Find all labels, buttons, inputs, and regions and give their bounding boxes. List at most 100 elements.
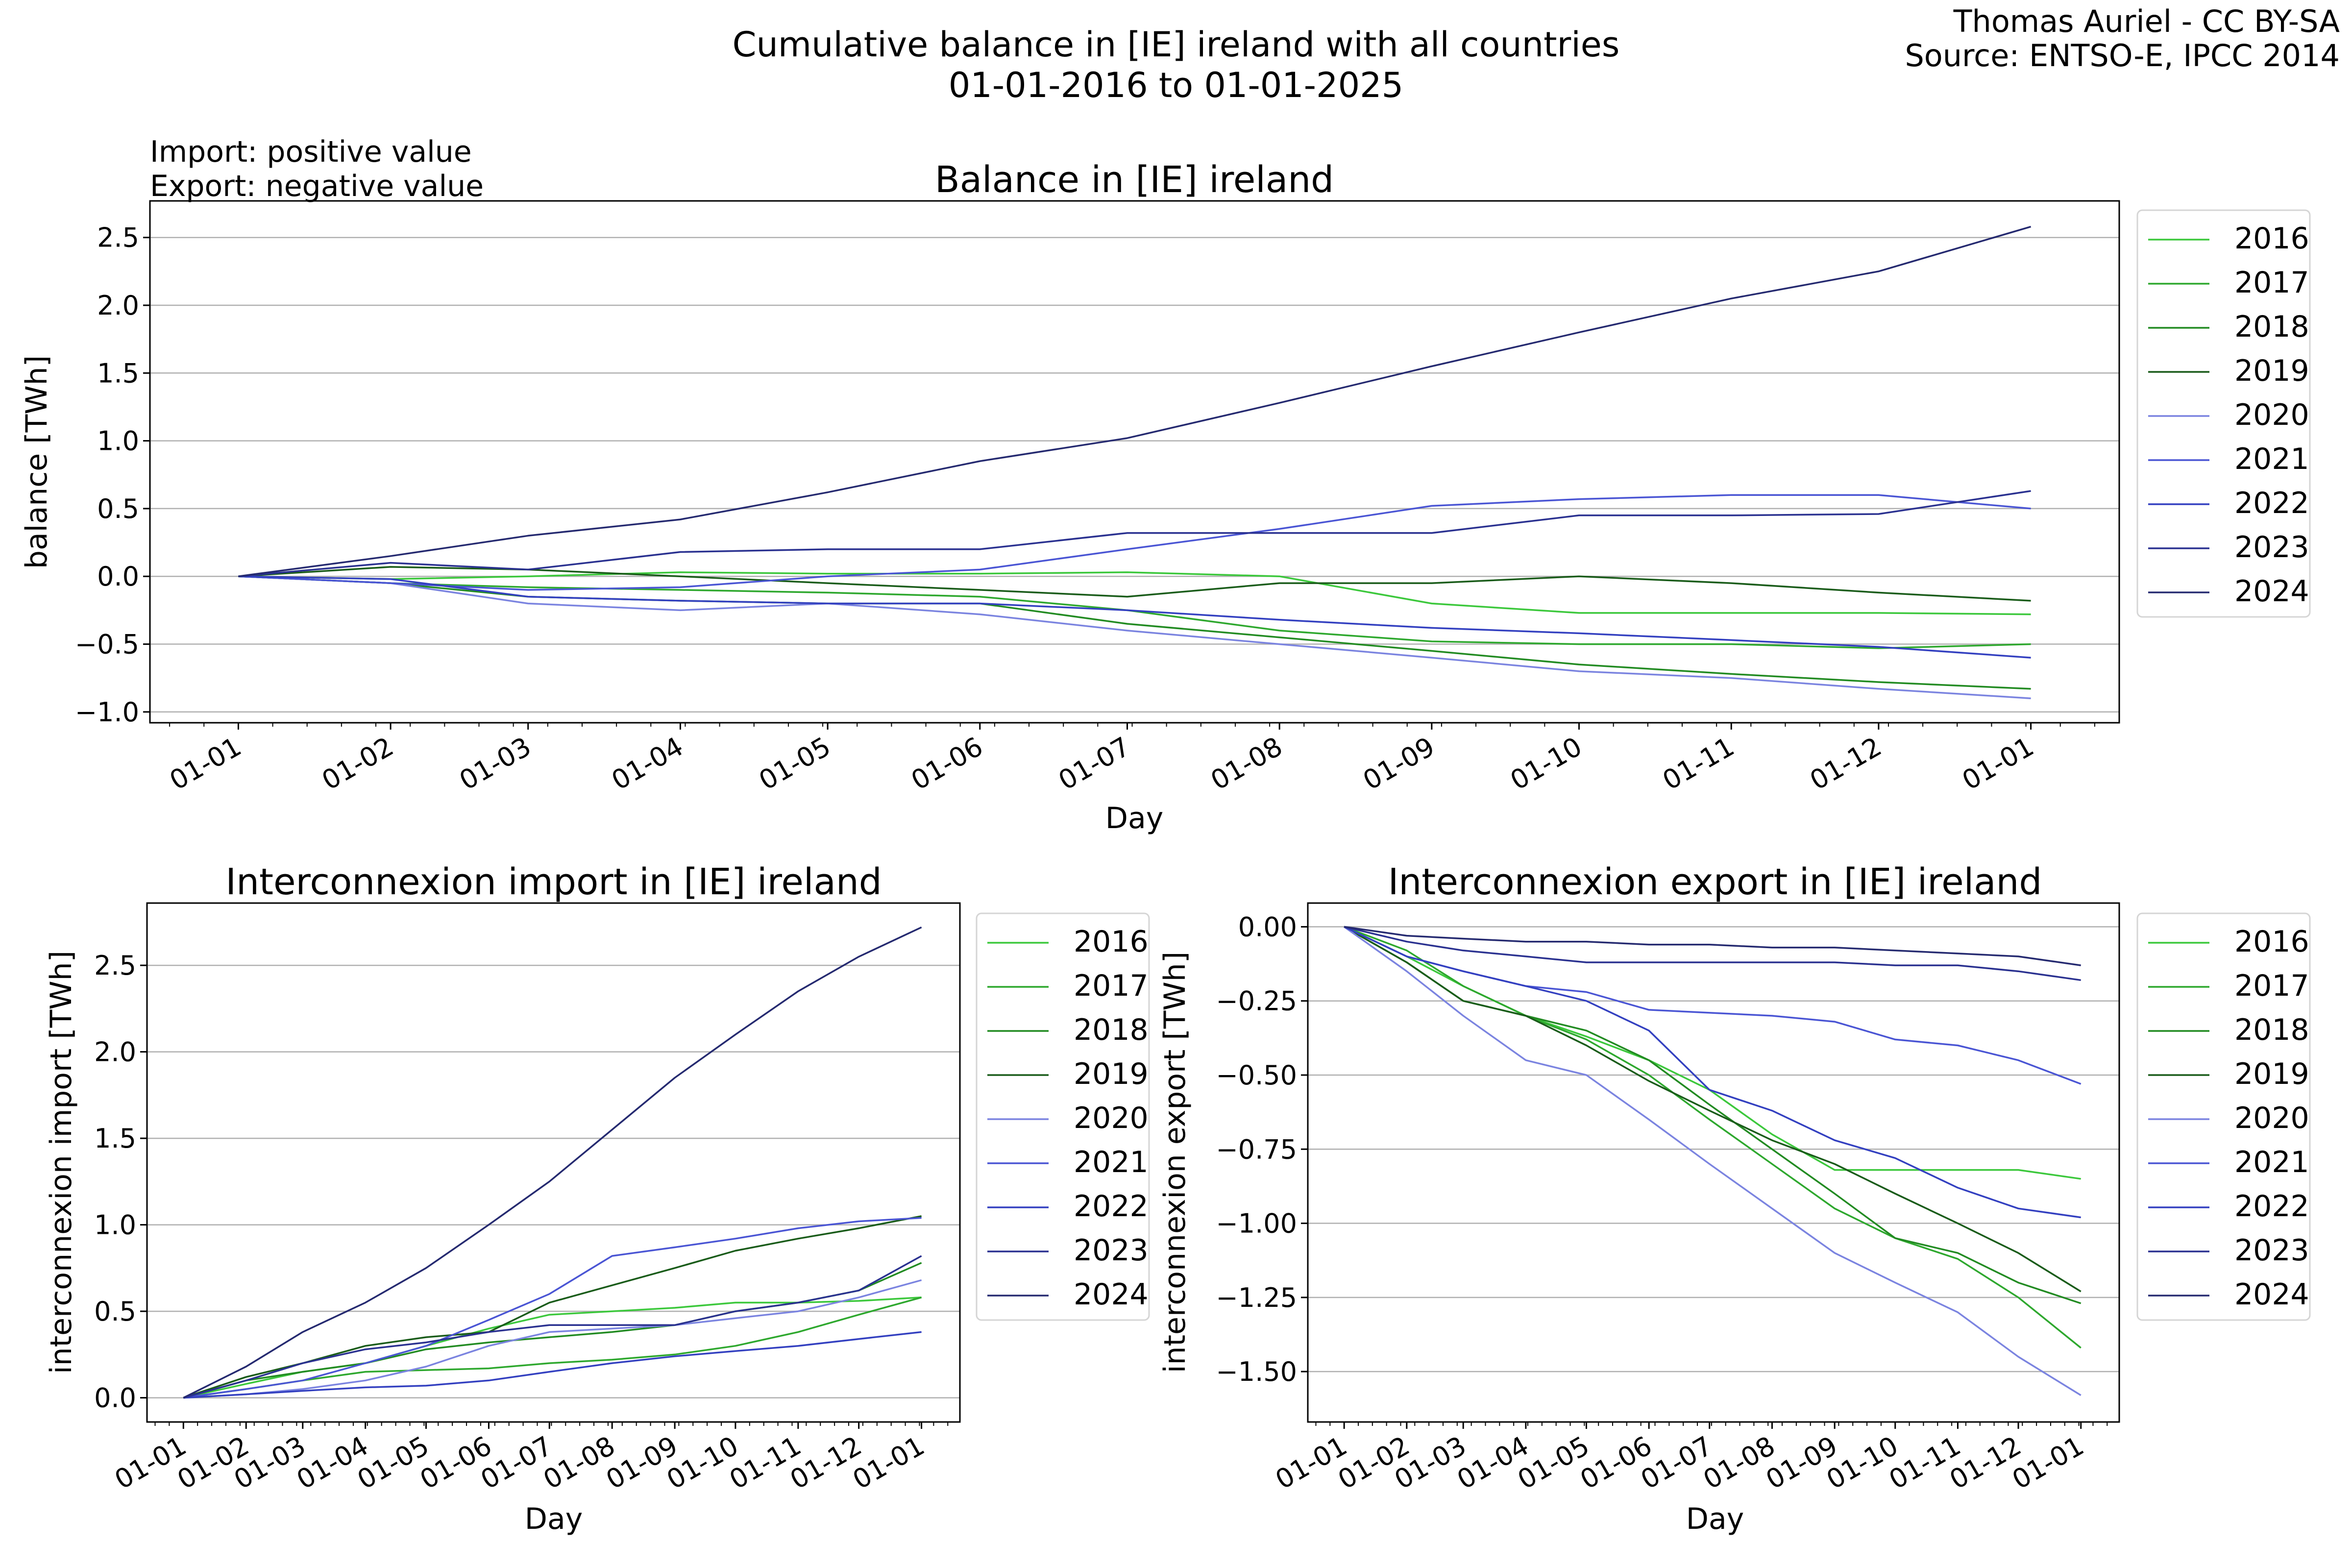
legend-item-2018: 2018 <box>2148 310 2309 344</box>
axes-frame <box>1307 902 2120 1423</box>
series-line-2016 <box>238 571 2031 615</box>
legend-item-2020: 2020 <box>2148 398 2309 432</box>
legend-item-2023: 2023 <box>2148 1233 2309 1268</box>
legend: 2016 2017 2018 2019 2020 2021 2022 2023 2024 <box>2136 209 2311 618</box>
legend-label: 2024 <box>2234 1277 2309 1312</box>
legend-item-2021: 2021 <box>2148 442 2309 476</box>
y-tick-label: 1.0 <box>97 426 139 457</box>
legend-item-2018: 2018 <box>2148 1013 2309 1047</box>
legend-item-2024: 2024 <box>2148 1277 2309 1312</box>
y-tick-label: −1.00 <box>1216 1208 1297 1239</box>
legend-frame <box>976 912 1150 1321</box>
legend-label: 2021 <box>1074 1145 1149 1179</box>
y-tick-label: 2.5 <box>97 222 139 253</box>
legend-label: 2022 <box>2234 486 2309 520</box>
y-tick-label: 1.5 <box>94 1123 136 1154</box>
y-tick-label: 0.0 <box>97 561 139 592</box>
legend-label: 2017 <box>2234 969 2309 1003</box>
x-axis-label: Day <box>525 1502 583 1536</box>
legend-item-2016: 2016 <box>987 925 1149 959</box>
y-tick-label: 1.0 <box>94 1210 136 1241</box>
legend-label: 2016 <box>2234 925 2309 959</box>
y-tick-label: 0.00 <box>1238 911 1297 942</box>
series-line-2017 <box>1344 926 2082 1349</box>
y-tick-label: 2.5 <box>94 950 136 981</box>
y-tick-label: −0.50 <box>1216 1060 1297 1091</box>
legend-item-2020: 2020 <box>987 1101 1149 1135</box>
legend-item-2019: 2019 <box>987 1057 1149 1091</box>
chart-title: Balance in [IE] ireland <box>935 159 1334 201</box>
y-tick-label: 0.5 <box>94 1296 136 1327</box>
y-tick-label: −1.25 <box>1216 1282 1297 1313</box>
y-tick-label: 1.5 <box>97 358 139 389</box>
legend-frame <box>2136 209 2311 618</box>
y-tick-label: 2.0 <box>97 290 139 321</box>
legend-label: 2018 <box>2234 310 2309 344</box>
legend-label: 2023 <box>2234 530 2309 564</box>
y-tick-label: 0.0 <box>94 1383 136 1414</box>
legend-item-2024: 2024 <box>2148 574 2309 609</box>
legend-label: 2023 <box>2234 1233 2309 1268</box>
legend-item-2016: 2016 <box>2148 925 2309 959</box>
x-axis-label: Day <box>1686 1502 1744 1536</box>
figure-title-line2: 01-01-2016 to 01-01-2025 <box>949 65 1403 105</box>
legend-item-2019: 2019 <box>2148 354 2309 388</box>
y-tick-label: −1.50 <box>1216 1356 1297 1387</box>
export-note: Export: negative value <box>150 169 484 203</box>
legend-item-2024: 2024 <box>987 1277 1149 1312</box>
series-line-2023 <box>183 1255 922 1399</box>
series-line-2024 <box>238 225 2032 577</box>
legend-label: 2016 <box>2234 221 2309 256</box>
legend-item-2017: 2017 <box>987 969 1149 1003</box>
legend-label: 2018 <box>1074 1013 1149 1047</box>
legend-item-2023: 2023 <box>987 1233 1149 1268</box>
legend-label: 2020 <box>2234 398 2309 432</box>
legend: 2016 2017 2018 2019 2020 2021 2022 2023 2024 <box>976 912 1150 1321</box>
legend-item-2017: 2017 <box>2148 266 2309 300</box>
series-line-2024 <box>1344 926 2081 966</box>
legend-item-2017: 2017 <box>2148 969 2309 1003</box>
axes-frame <box>146 902 961 1423</box>
y-axis-label: interconnexion export [TWh] <box>1158 952 1192 1373</box>
credit-line1: Thomas Auriel - CC BY-SA <box>1953 3 2340 39</box>
y-tick-label: 0.5 <box>97 493 139 524</box>
legend-label: 2019 <box>2234 1057 2309 1091</box>
y-tick-label: −0.25 <box>1216 986 1297 1017</box>
chart-title: Interconnexion export in [IE] ireland <box>1388 861 2042 903</box>
legend-item-2020: 2020 <box>2148 1101 2309 1135</box>
legend-label: 2018 <box>2234 1013 2309 1047</box>
chart-balance: −1.0−0.50.00.51.01.52.02.501-01 01-02 01-0… <box>20 159 2311 835</box>
legend-label: 2020 <box>2234 1101 2309 1135</box>
legend-label: 2023 <box>1074 1233 1149 1268</box>
legend-item-2022: 2022 <box>2148 1189 2309 1224</box>
legend-label: 2022 <box>1074 1189 1149 1224</box>
x-axis-label: Day <box>1105 801 1163 835</box>
series-line-2021 <box>238 494 2031 591</box>
series-line-2022 <box>238 575 2031 659</box>
series-line-2020 <box>183 1279 922 1399</box>
legend-label: 2024 <box>1074 1277 1149 1312</box>
series-line-2019 <box>1344 926 2082 1293</box>
series-line-2023 <box>1344 926 2081 981</box>
y-tick-label: −1.0 <box>75 697 139 728</box>
legend-item-2023: 2023 <box>2148 530 2309 564</box>
legend-label: 2019 <box>2234 354 2309 388</box>
legend-label: 2021 <box>2234 1145 2309 1179</box>
legend-label: 2024 <box>2234 574 2309 609</box>
series-line-2022 <box>183 1331 922 1399</box>
legend-item-2016: 2016 <box>2148 221 2309 256</box>
series-line-2020 <box>238 575 2031 699</box>
y-tick-label: −0.5 <box>75 629 139 660</box>
legend-label: 2017 <box>1074 969 1149 1003</box>
legend-frame <box>2136 912 2311 1321</box>
legend-item-2022: 2022 <box>2148 486 2309 520</box>
legend: 2016 2017 2018 2019 2020 2021 2022 2023 2024 <box>2136 912 2311 1321</box>
y-axis-label: interconnexion import [TWh] <box>44 951 78 1374</box>
legend-label: 2016 <box>1074 925 1149 959</box>
series-line-2023 <box>238 490 2031 577</box>
legend-item-2021: 2021 <box>987 1145 1149 1179</box>
legend-label: 2017 <box>2234 266 2309 300</box>
y-tick-label: −0.75 <box>1216 1134 1297 1165</box>
chart-title: Interconnexion import in [IE] ireland <box>225 861 882 903</box>
